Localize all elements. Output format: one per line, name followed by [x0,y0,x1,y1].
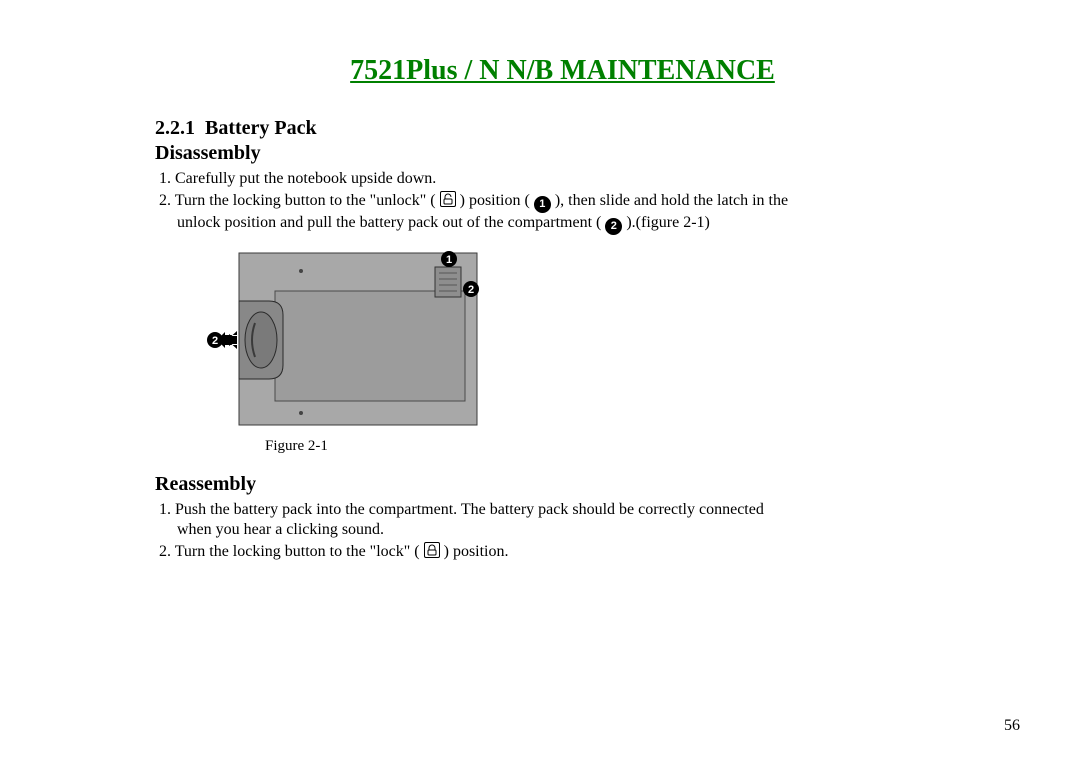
svg-text:1: 1 [446,254,452,266]
section-title: Battery Pack [205,117,317,139]
disassembly-step-1: 1. Carefully put the notebook upside dow… [159,169,970,189]
r-step1-b: when you hear a clicking sound. [177,520,970,540]
disassembly-heading: Disassembly [155,142,970,165]
section-heading: 2.2.1 Battery Pack [155,117,970,140]
r-step2-b: ) position. [444,543,509,560]
step2-text-b: ) position ( [460,192,530,209]
reassembly-heading: Reassembly [155,473,970,496]
r-step1-a: 1. Push the battery pack into the compar… [159,501,764,518]
svg-text:2: 2 [468,284,474,296]
step2-text-a: 2. Turn the locking button to the "unloc… [159,192,436,209]
disassembly-step-2: 2. Turn the locking button to the "unloc… [159,191,970,235]
reassembly-step-2: 2. Turn the locking button to the "lock"… [159,542,970,562]
r-step2-a: 2. Turn the locking button to the "lock"… [159,543,420,560]
step2-text-d: unlock position and pull the battery pac… [177,214,601,231]
page-title: 7521Plus / N N/B MAINTENANCE [155,55,970,87]
unlock-icon [440,191,456,207]
lock-icon [424,542,440,558]
reassembly-step-1: 1. Push the battery pack into the compar… [159,500,970,540]
callout-two-icon: 2 [605,218,622,235]
figure-caption: Figure 2-1 [265,438,970,455]
section-number: 2.2.1 [155,117,195,139]
svg-text:2: 2 [212,335,218,347]
document-page: 7521Plus / N N/B MAINTENANCE 2.2.1 Batte… [0,0,1080,562]
callout-one-icon: 1 [534,196,551,213]
page-number: 56 [1004,717,1020,735]
figure-2-1: 1 2 2 [205,245,970,432]
battery-diagram: 1 2 2 [205,245,480,427]
step2-text-c: ), then slide and hold the latch in the [555,192,788,209]
step2-text-e: ).(figure 2-1) [626,214,710,231]
